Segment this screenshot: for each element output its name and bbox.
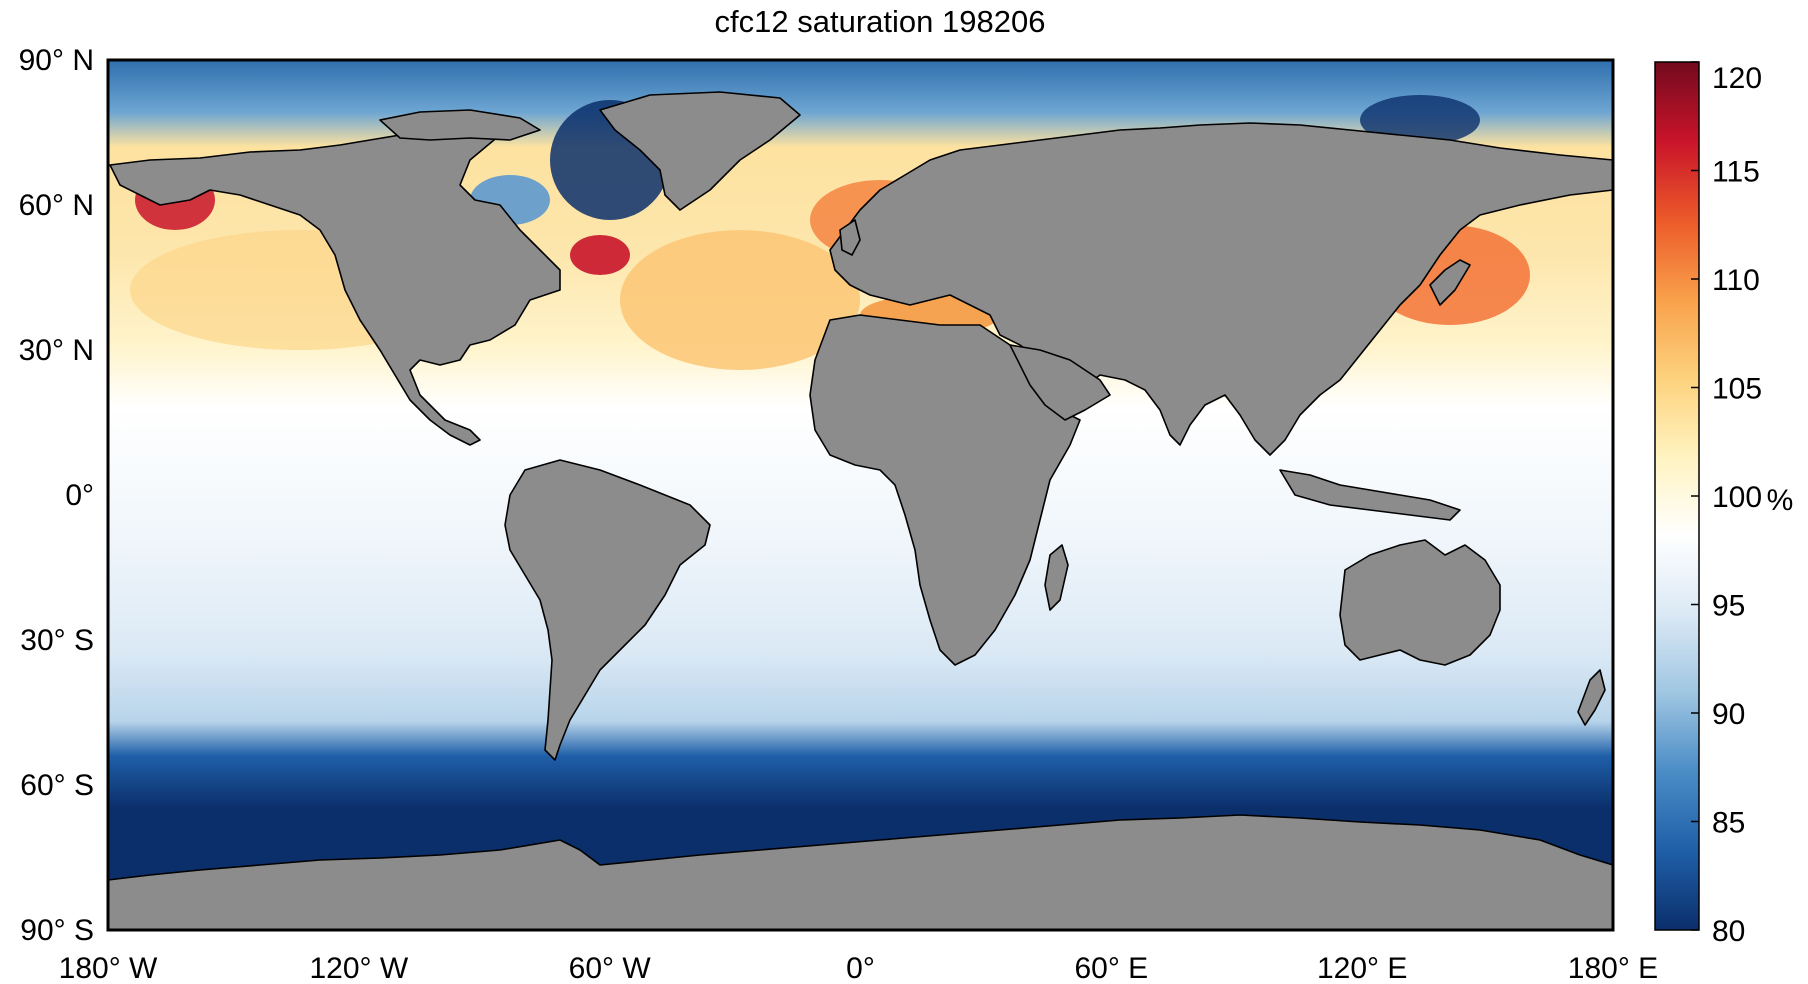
y-tick-label: 60° N bbox=[19, 189, 94, 222]
colorbar: 80 85 90 95 100 105 110 115 120 % bbox=[1654, 61, 1794, 948]
land-arabia bbox=[1009, 344, 1111, 421]
newfoundland-warm-patch bbox=[570, 235, 630, 275]
colorbar-tick-label: 85 bbox=[1712, 807, 1745, 840]
y-tick-label: 0° bbox=[65, 479, 94, 512]
land-indonesia bbox=[1279, 469, 1461, 521]
y-tick-label: 30° N bbox=[19, 334, 94, 367]
map-frame bbox=[106, 58, 1615, 932]
x-tick-label: 120° E bbox=[1317, 952, 1407, 984]
colorbar-tick-label: 90 bbox=[1712, 698, 1745, 731]
north-atlantic-warm-patch bbox=[620, 230, 860, 370]
colorbar-tick-label: 110 bbox=[1712, 264, 1760, 297]
x-tick-label: 120° W bbox=[309, 952, 408, 984]
land-greenland bbox=[599, 91, 801, 211]
land-africa bbox=[809, 314, 1081, 666]
x-tick-label: 180° E bbox=[1568, 952, 1658, 984]
land-madagascar bbox=[1044, 544, 1069, 611]
x-tick-label: 180° W bbox=[59, 952, 158, 984]
colorbar-tick-label: 105 bbox=[1712, 373, 1762, 406]
land-japan bbox=[1429, 259, 1471, 306]
land-masses bbox=[108, 91, 1613, 930]
colorbar-tick-label: 100 bbox=[1712, 481, 1762, 514]
land-south-america bbox=[504, 459, 711, 761]
chart-title: cfc12 saturation 198206 bbox=[715, 4, 1046, 39]
land-australia bbox=[1339, 539, 1501, 666]
colorbar-tick-label: 95 bbox=[1712, 590, 1745, 623]
map-area bbox=[108, 60, 1613, 930]
colorbar-ticks: 80 85 90 95 100 105 110 115 120 bbox=[1691, 61, 1762, 948]
arctic-cold-patch bbox=[1360, 95, 1480, 145]
x-axis-ticks: 180° W 120° W 60° W 0° 60° E 120° E 180° E bbox=[59, 952, 1659, 984]
colorbar-tick-label: 120 bbox=[1712, 62, 1762, 95]
land-new-zealand bbox=[1577, 669, 1606, 726]
colorbar-tick-label: 115 bbox=[1712, 156, 1760, 189]
y-tick-label: 90° N bbox=[19, 44, 94, 77]
y-tick-label: 90° S bbox=[20, 914, 94, 947]
y-tick-label: 30° S bbox=[20, 624, 94, 657]
land-eurasia bbox=[829, 122, 1613, 456]
colorbar-tick-label: 80 bbox=[1712, 915, 1745, 948]
x-tick-label: 0° bbox=[846, 952, 875, 984]
colorbar-unit: % bbox=[1767, 484, 1794, 517]
y-tick-label: 60° S bbox=[20, 769, 94, 802]
y-axis-ticks: 90° N 60° N 30° N 0° 30° S 60° S 90° S bbox=[19, 44, 94, 947]
land-british-isles bbox=[839, 219, 861, 256]
land-antarctica bbox=[108, 814, 1613, 930]
x-tick-label: 60° E bbox=[1074, 952, 1148, 984]
x-tick-label: 60° W bbox=[569, 952, 652, 984]
land-canadian-arctic-islands bbox=[379, 109, 541, 141]
